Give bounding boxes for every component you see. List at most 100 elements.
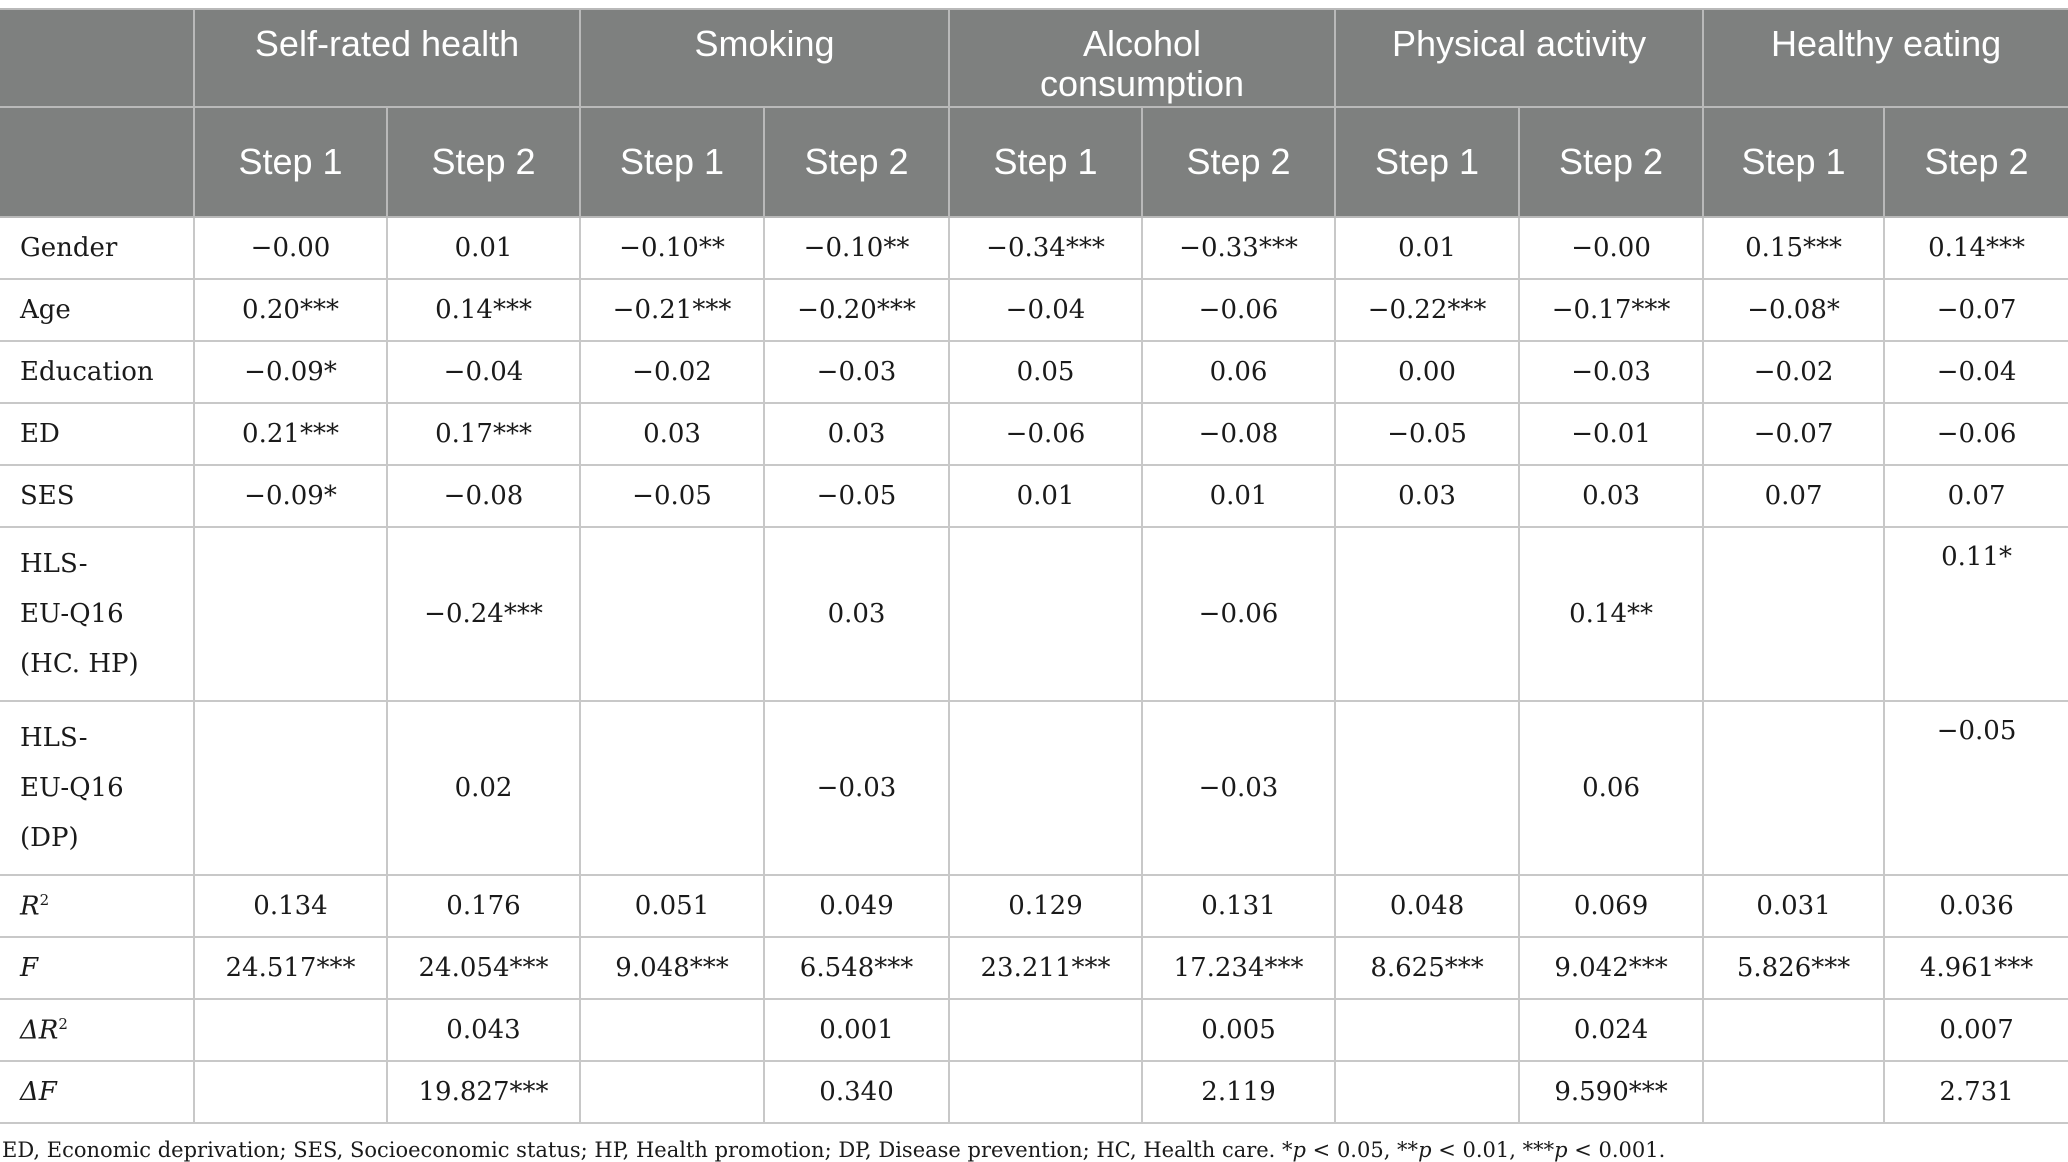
table-cell: −0.20*** — [763, 278, 951, 342]
table-cell: 0.049 — [763, 874, 951, 938]
table-cell: −0.33*** — [1141, 216, 1337, 280]
table-cell — [1334, 1060, 1521, 1124]
table-cell: −0.05 — [1334, 402, 1521, 466]
table-cell — [1702, 526, 1886, 702]
row-label-symbol: R — [20, 891, 40, 922]
table-cell: −0.09* — [193, 340, 388, 404]
table-cell: 9.042*** — [1518, 936, 1705, 1000]
footnote-text: < 0.01, *** — [1431, 1138, 1555, 1162]
table-cell: 19.827*** — [385, 1060, 582, 1124]
table-cell: 0.043 — [385, 998, 582, 1062]
table-cell: 0.134 — [193, 874, 388, 938]
table-cell: 0.07 — [1883, 464, 2068, 528]
table-cell: 0.14*** — [385, 278, 582, 342]
table-cell: −0.05 — [579, 464, 766, 528]
table-cell: 6.548*** — [763, 936, 951, 1000]
table-cell: −0.00 — [193, 216, 388, 280]
table-cell: −0.05 — [763, 464, 951, 528]
table-cell: −0.00 — [1518, 216, 1705, 280]
step-header: Step 2 — [1518, 106, 1705, 218]
table-cell: −0.06 — [1141, 526, 1337, 702]
row-label-symbol: ΔR — [20, 1015, 59, 1046]
table-cell — [193, 526, 388, 702]
table-cell — [579, 998, 766, 1062]
table-cell: −0.34*** — [948, 216, 1144, 280]
table-cell — [193, 998, 388, 1062]
row-label-superscript: 2 — [58, 1014, 68, 1033]
table-cell: 0.036 — [1883, 874, 2068, 938]
table-cell — [1702, 1060, 1886, 1124]
row-label: ΔR2 — [0, 998, 195, 1062]
step-header: Step 1 — [579, 106, 766, 218]
table-cell: 0.14** — [1518, 526, 1705, 702]
table-cell: −0.09* — [193, 464, 388, 528]
group-header-smoking: Smoking — [579, 8, 951, 108]
step-header: Step 1 — [1334, 106, 1521, 218]
table-cell: 0.06 — [1518, 700, 1705, 876]
table-cell: 0.03 — [1334, 464, 1521, 528]
row-label-line: HLS- — [20, 549, 88, 579]
row-label-line: (DP) — [20, 823, 79, 853]
table-cell — [193, 1060, 388, 1124]
table-cell: 0.340 — [763, 1060, 951, 1124]
row-label-line: EU-Q16 — [20, 773, 124, 803]
table-cell: −0.03 — [1518, 340, 1705, 404]
step-header: Step 1 — [193, 106, 388, 218]
table-cell: −0.03 — [763, 700, 951, 876]
table-cell: 2.731 — [1883, 1060, 2068, 1124]
table-cell — [579, 700, 766, 876]
table-cell: 0.02 — [385, 700, 582, 876]
table-cell — [1334, 526, 1521, 702]
table-cell — [948, 526, 1144, 702]
group-header-healthy-eating: Healthy eating — [1702, 8, 2068, 108]
table-cell — [579, 526, 766, 702]
table-cell: −0.06 — [948, 402, 1144, 466]
table-cell: 0.07 — [1702, 464, 1886, 528]
table-cell: 0.06 — [1141, 340, 1337, 404]
table-row: HLS- EU-Q16 (DP) 0.02 −0.03 −0.03 0.06 −0.05 — [0, 700, 2068, 876]
footnote-text: < 0.05, ** — [1306, 1138, 1419, 1162]
table-row: HLS- EU-Q16 (HC. HP) −0.24*** 0.03 −0.06 0.14*… — [0, 526, 2068, 702]
table-row: ΔF 19.827*** 0.340 2.119 9.590*** 2.731 — [0, 1060, 2068, 1124]
table-cell: 0.131 — [1141, 874, 1337, 938]
step-header-row: Step 1 Step 2 Step 1 Step 2 Step 1 Step … — [0, 106, 2068, 218]
table-cell: −0.04 — [948, 278, 1144, 342]
table-cell: −0.02 — [579, 340, 766, 404]
row-label: Age — [0, 278, 195, 342]
table-cell: 17.234*** — [1141, 936, 1337, 1000]
row-label-line: HLS- — [20, 723, 88, 753]
footnote-text: ED, Economic deprivation; SES, Socioecon… — [2, 1138, 1293, 1162]
row-label: HLS- EU-Q16 (DP) — [0, 700, 195, 876]
table-cell: 0.17*** — [385, 402, 582, 466]
table-row: SES −0.09* −0.08 −0.05 −0.05 0.01 0.01 0.03 0.03… — [0, 464, 2068, 528]
table-cell: −0.03 — [763, 340, 951, 404]
table-cell: −0.06 — [1141, 278, 1337, 342]
table-row: ΔR2 0.043 0.001 0.005 0.024 0.007 — [0, 998, 2068, 1062]
table-cell: 0.069 — [1518, 874, 1705, 938]
row-label-line: EU-Q16 — [20, 599, 124, 629]
table-cell: 0.21*** — [193, 402, 388, 466]
table-row: Age 0.20*** 0.14*** −0.21*** −0.20*** −0.04 −0… — [0, 278, 2068, 342]
table-footnote: ED, Economic deprivation; SES, Socioecon… — [0, 1138, 2068, 1162]
table-cell: −0.06 — [1883, 402, 2068, 466]
step-header: Step 1 — [948, 106, 1144, 218]
step-header: Step 2 — [1883, 106, 2068, 218]
table-cell: 0.176 — [385, 874, 582, 938]
table-cell: −0.02 — [1702, 340, 1886, 404]
row-label-symbol: F — [20, 953, 39, 983]
table-cell: −0.22*** — [1334, 278, 1521, 342]
table-row: Education −0.09* −0.04 −0.02 −0.03 0.05 0.06 0.… — [0, 340, 2068, 404]
footnote-p-symbol: p — [1292, 1138, 1306, 1162]
table-cell: 0.024 — [1518, 998, 1705, 1062]
table-cell: 0.03 — [579, 402, 766, 466]
table-cell: −0.05 — [1883, 700, 2068, 876]
table-body: Gender −0.00 0.01 −0.10** −0.10** −0.34*** −0.… — [0, 216, 2068, 1124]
table-cell — [193, 700, 388, 876]
row-label: SES — [0, 464, 195, 528]
regression-table-container: Self-rated health Smoking Alcohol consum… — [0, 8, 2068, 1162]
table-cell: −0.01 — [1518, 402, 1705, 466]
table-cell: 0.048 — [1334, 874, 1521, 938]
table-cell: 0.05 — [948, 340, 1144, 404]
table-row: R2 0.134 0.176 0.051 0.049 0.129 0.131 0.048 0.0… — [0, 874, 2068, 938]
table-cell: −0.10** — [579, 216, 766, 280]
